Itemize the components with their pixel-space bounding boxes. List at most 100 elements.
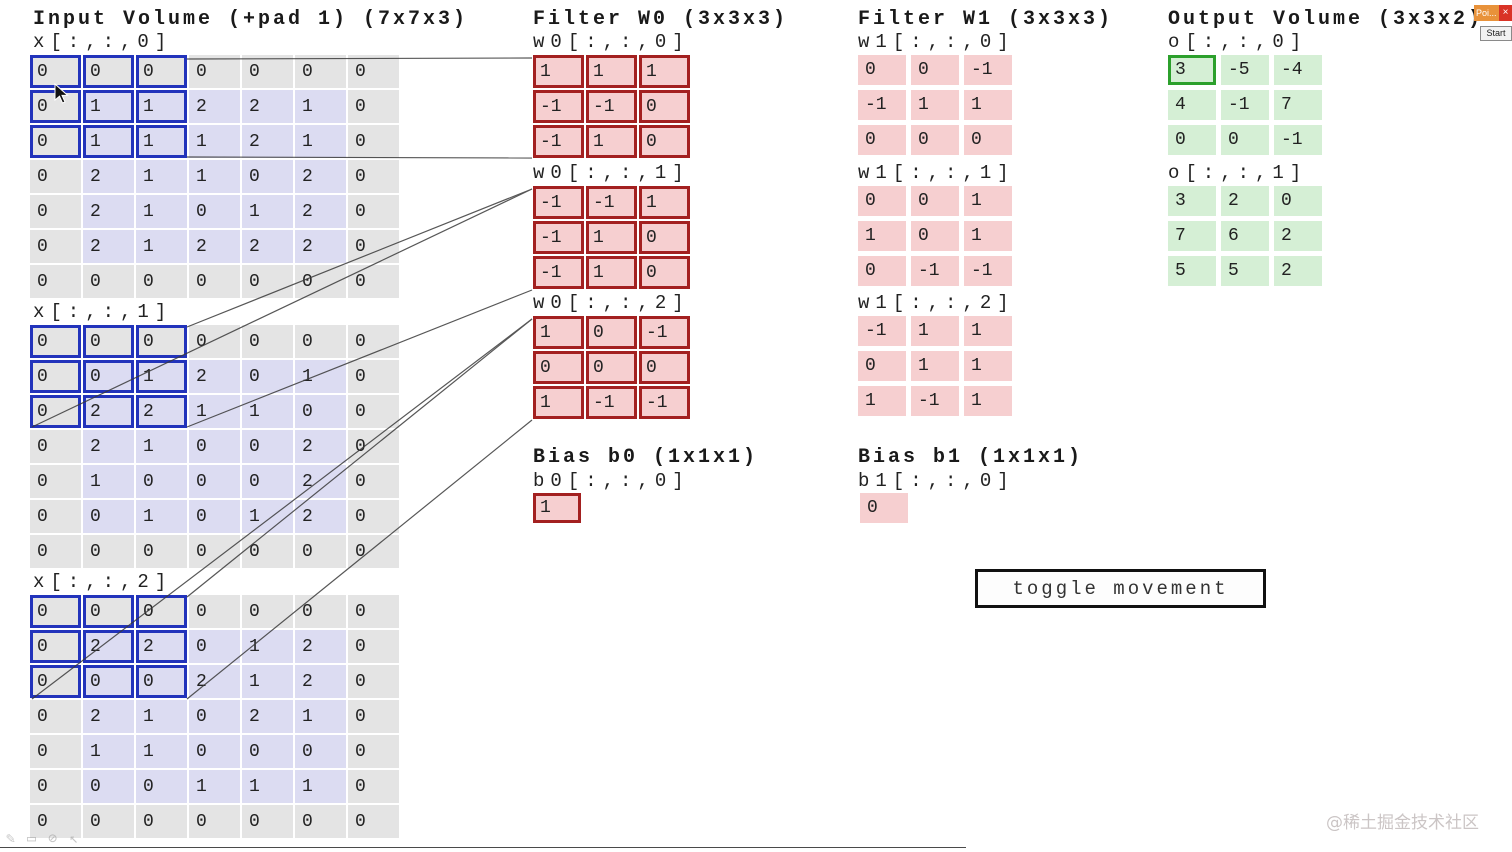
matrix-cell: 7 <box>1274 90 1322 120</box>
matrix-cell: 0 <box>30 265 81 298</box>
w0-1-label: w0[:,:,1] <box>533 162 690 184</box>
matrix-cell: 7 <box>1168 221 1216 251</box>
x2-label: x[:,:,2] <box>33 571 173 593</box>
matrix-cell: 0 <box>964 125 1012 155</box>
w1-2-label: w1[:,:,2] <box>858 292 1015 314</box>
o0-label: o[:,:,0] <box>1168 31 1308 53</box>
b1-label: b1[:,:,0] <box>858 470 1015 492</box>
matrix-cell: 0 <box>30 395 81 428</box>
watermark: @稀土掘金技术社区 <box>1326 813 1479 833</box>
matrix-cell: 0 <box>83 500 134 533</box>
matrix-cell: 0 <box>30 665 81 698</box>
ellipse-tool-icon[interactable]: ⊘ <box>48 831 58 848</box>
matrix-cell: 0 <box>30 465 81 498</box>
matrix-cell: 2 <box>189 90 240 123</box>
matrix-cell: 0 <box>189 595 240 628</box>
matrix-cell: 1 <box>533 386 584 419</box>
matrix-cell: 1 <box>858 221 906 251</box>
matrix-cell: 0 <box>348 535 399 568</box>
matrix-cell: 1 <box>242 195 293 228</box>
matrix-cell: 1 <box>136 500 187 533</box>
matrix-cell: 0 <box>348 125 399 158</box>
matrix-cell: 0 <box>189 735 240 768</box>
matrix-cell: 0 <box>348 160 399 193</box>
matrix-cell: -1 <box>964 256 1012 286</box>
matrix-cell: 0 <box>348 665 399 698</box>
matrix-cell: 1 <box>586 256 637 289</box>
matrix-cell: 0 <box>295 805 346 838</box>
matrix-cell: 1 <box>639 55 690 88</box>
matrix-cell: 1 <box>295 125 346 158</box>
matrix-cell: 2 <box>1274 221 1322 251</box>
matrix-cell: 0 <box>858 55 906 85</box>
matrix-cell: 0 <box>348 805 399 838</box>
matrix-cell: 0 <box>189 700 240 733</box>
matrix-o0: 3 -5 -4 4 -1 7 0 0 -1 <box>1168 55 1322 155</box>
matrix-cell: 0 <box>911 186 959 216</box>
matrix-cell: 0 <box>295 325 346 358</box>
matrix-cell: 4 <box>1168 90 1216 120</box>
matrix-cell: 3 <box>1168 55 1216 85</box>
rect-tool-icon[interactable]: ▭ <box>27 831 37 848</box>
matrix-cell: 0 <box>30 195 81 228</box>
matrix-cell: 2 <box>242 90 293 123</box>
matrix-cell: -1 <box>586 90 637 123</box>
matrix-cell: -1 <box>639 316 690 349</box>
matrix-cell: 0 <box>639 125 690 158</box>
matrix-cell: -1 <box>586 386 637 419</box>
b0-label: b0[:,:,0] <box>533 470 690 492</box>
matrix-cell: 0 <box>83 805 134 838</box>
close-icon[interactable]: × <box>1499 5 1512 21</box>
matrix-cell: 0 <box>83 265 134 298</box>
filter-w0-title: Filter W0 (3x3x3) <box>533 8 789 31</box>
matrix-cell: 0 <box>860 493 908 523</box>
matrix-cell: 2 <box>295 195 346 228</box>
pencil-tool-icon[interactable]: ✎ <box>6 831 16 848</box>
matrix-cell: 1 <box>136 360 187 393</box>
matrix-cell: 2 <box>83 700 134 733</box>
matrix-cell: 1 <box>964 316 1012 346</box>
matrix-cell: 1 <box>964 351 1012 381</box>
matrix-cell: 2 <box>1221 186 1269 216</box>
matrix-cell: 0 <box>348 195 399 228</box>
matrix-cell: 1 <box>189 160 240 193</box>
matrix-cell: 1 <box>136 735 187 768</box>
matrix-cell: 0 <box>189 265 240 298</box>
matrix-cell: 1 <box>295 360 346 393</box>
matrix-cell: 6 <box>1221 221 1269 251</box>
matrix-cell: 0 <box>348 230 399 263</box>
pointer-tool-icon[interactable]: ↖ <box>69 831 79 848</box>
matrix-cell: 0 <box>242 160 293 193</box>
matrix-cell: 1 <box>136 125 187 158</box>
matrix-cell: 0 <box>189 430 240 463</box>
matrix-cell: 2 <box>83 230 134 263</box>
matrix-cell: 1 <box>189 125 240 158</box>
matrix-cell: 0 <box>30 160 81 193</box>
matrix-cell: 0 <box>30 430 81 463</box>
matrix-cell: 0 <box>295 55 346 88</box>
matrix-cell: 1 <box>189 770 240 803</box>
matrix-cell: 0 <box>242 55 293 88</box>
matrix-cell: 1 <box>295 700 346 733</box>
matrix-cell: 0 <box>348 55 399 88</box>
matrix-cell: -1 <box>533 256 584 289</box>
matrix-cell: 0 <box>30 805 81 838</box>
matrix-cell: 0 <box>348 465 399 498</box>
start-button[interactable]: Start <box>1480 26 1512 41</box>
matrix-cell: 2 <box>295 465 346 498</box>
matrix-cell: 0 <box>30 325 81 358</box>
matrix-cell: 0 <box>586 316 637 349</box>
matrix-w1-1: 0 0 1 1 0 1 0 -1 -1 <box>858 186 1012 286</box>
toggle-movement-button[interactable]: toggle movement <box>975 569 1266 608</box>
matrix-cell: 0 <box>136 325 187 358</box>
matrix-cell: 1 <box>911 351 959 381</box>
matrix-cell: 0 <box>348 700 399 733</box>
matrix-cell: 1 <box>136 230 187 263</box>
matrix-cell: 2 <box>295 630 346 663</box>
matrix-cell: 0 <box>30 700 81 733</box>
matrix-cell: 2 <box>295 500 346 533</box>
matrix-cell: 1 <box>83 90 134 123</box>
matrix-cell: 0 <box>30 630 81 663</box>
matrix-cell: 0 <box>242 735 293 768</box>
